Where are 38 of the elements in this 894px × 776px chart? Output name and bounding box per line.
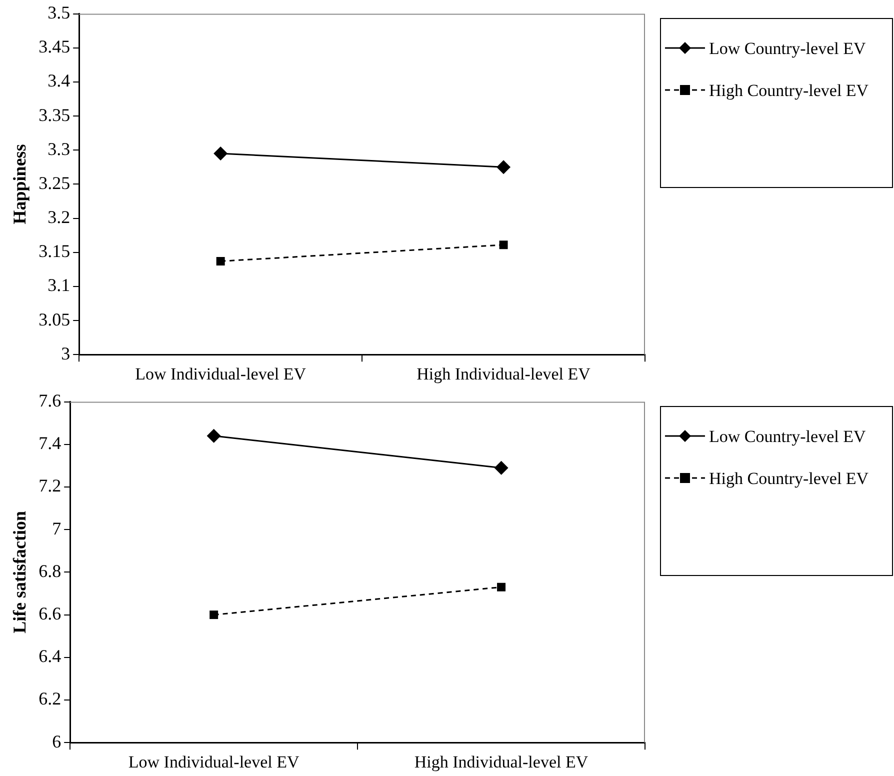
y-tick-label: 3.35 [38,104,70,125]
legend-label: Low Country-level EV [708,427,866,447]
x-tick-label: Low Individual-level EV [135,364,307,384]
y-tick-label: 3.1 [48,275,70,296]
point [206,428,221,443]
y-tick-label: 3.25 [38,172,70,193]
y-tick-label: 6.8 [38,560,62,581]
y-tick-label: 7.4 [38,433,62,454]
y-axis-title: Happiness [9,144,30,224]
x-tick-label: Low Individual-level EV [128,752,300,772]
y-tick-label: 7.6 [38,390,62,411]
point [496,160,511,174]
legend-label: High Country-level EV [708,469,869,489]
y-tick-label: 3.4 [48,70,70,91]
y-tick-label: 6.4 [38,646,62,666]
point [497,582,506,592]
point [214,146,228,161]
legend-label: Low Country-level EV [708,39,866,59]
y-tick-label: 3 [61,343,70,364]
point [216,256,225,266]
x-tick-label: High Individual-level EV [416,364,592,384]
y-tick-label: 3.3 [48,138,70,159]
y-tick-label: 6 [52,731,62,752]
y-tick-label: 3.15 [38,241,70,262]
point [499,240,508,250]
y-tick-label: 7.2 [38,476,62,496]
point [494,460,508,475]
y-tick-label: 3.2 [48,207,70,228]
legend-label: High Country-level EV [708,81,869,101]
y-tick-label: 3.5 [48,2,70,23]
y-tick-label: 7 [52,518,62,538]
y-tick-label: 6.2 [38,688,62,709]
y-tick-label: 6.6 [38,604,62,624]
y-tick-label: 3.45 [38,36,70,57]
point [210,610,218,620]
y-tick-label: 3.05 [38,309,70,330]
y-axis-title: Life satisfaction [9,510,30,634]
x-tick-label: High Individual-level EV [414,752,589,772]
